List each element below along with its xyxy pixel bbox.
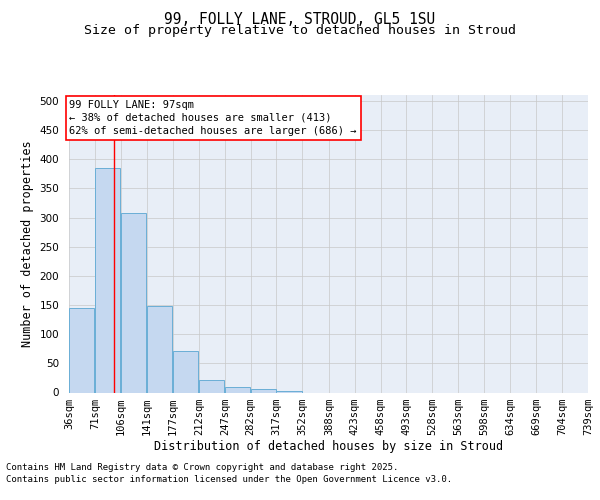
Bar — [146, 306, 172, 392]
Bar — [121, 213, 146, 392]
Text: 99, FOLLY LANE, STROUD, GL5 1SU: 99, FOLLY LANE, STROUD, GL5 1SU — [164, 12, 436, 28]
Bar — [69, 308, 94, 392]
Text: Size of property relative to detached houses in Stroud: Size of property relative to detached ho… — [84, 24, 516, 37]
X-axis label: Distribution of detached houses by size in Stroud: Distribution of detached houses by size … — [154, 440, 503, 454]
Bar — [95, 168, 120, 392]
Bar — [251, 389, 276, 392]
Bar — [199, 380, 224, 392]
Y-axis label: Number of detached properties: Number of detached properties — [21, 140, 34, 347]
Bar — [173, 350, 199, 393]
Text: 99 FOLLY LANE: 97sqm
← 38% of detached houses are smaller (413)
62% of semi-deta: 99 FOLLY LANE: 97sqm ← 38% of detached h… — [70, 100, 357, 136]
Text: Contains HM Land Registry data © Crown copyright and database right 2025.: Contains HM Land Registry data © Crown c… — [6, 464, 398, 472]
Text: Contains public sector information licensed under the Open Government Licence v3: Contains public sector information licen… — [6, 475, 452, 484]
Bar — [225, 387, 250, 392]
